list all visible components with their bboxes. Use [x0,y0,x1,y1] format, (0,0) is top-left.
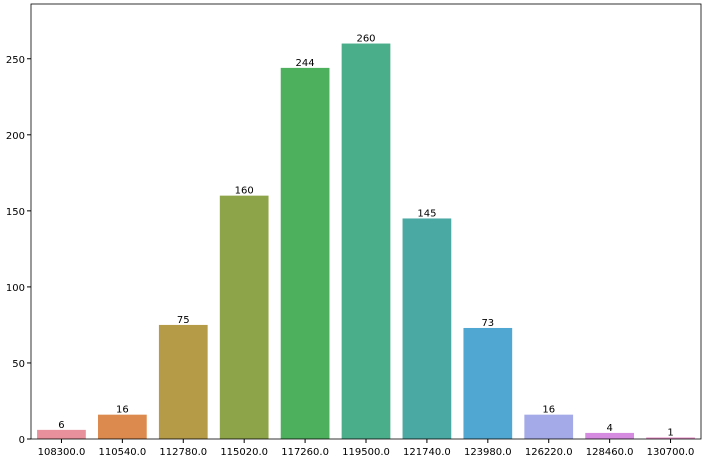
bar [280,67,330,440]
bar [219,195,269,439]
value-label: 4 [606,423,612,434]
bar [463,327,513,439]
bar [585,432,634,439]
value-label: 16 [116,405,129,416]
value-label: 73 [481,318,494,329]
value-label: 16 [542,405,555,416]
x-tick-label: 123980.0 [464,447,512,458]
value-label: 1 [667,427,673,438]
value-label: 160 [235,186,254,197]
x-tick-label: 110540.0 [99,447,147,458]
y-tick-label: 200 [6,131,25,142]
value-label: 6 [58,420,64,431]
x-tick-label: 126220.0 [525,447,573,458]
x-tick-label: 117260.0 [281,447,329,458]
value-label: 145 [417,208,436,219]
x-tick-label: 112780.0 [159,447,207,458]
y-tick-label: 250 [6,55,25,66]
bar [402,218,452,439]
bar [646,437,695,439]
x-tick-label: 119500.0 [342,447,390,458]
y-tick-label: 0 [19,435,25,446]
bar [158,324,208,439]
x-tick-label: 130700.0 [647,447,695,458]
x-tick-label: 128460.0 [586,447,634,458]
plot-frame [30,3,702,440]
y-tick-label: 100 [6,283,25,294]
bar [524,414,574,439]
x-tick-label: 115020.0 [220,447,268,458]
x-tick-label: 108300.0 [38,447,86,458]
value-label: 260 [356,34,375,45]
bar [341,43,391,439]
bar [98,414,147,439]
y-tick-label: 150 [6,207,25,218]
value-label: 75 [177,315,190,326]
x-tick-label: 121740.0 [403,447,451,458]
y-tick-label: 50 [12,359,25,370]
bar [37,429,86,439]
value-label: 244 [296,58,315,69]
